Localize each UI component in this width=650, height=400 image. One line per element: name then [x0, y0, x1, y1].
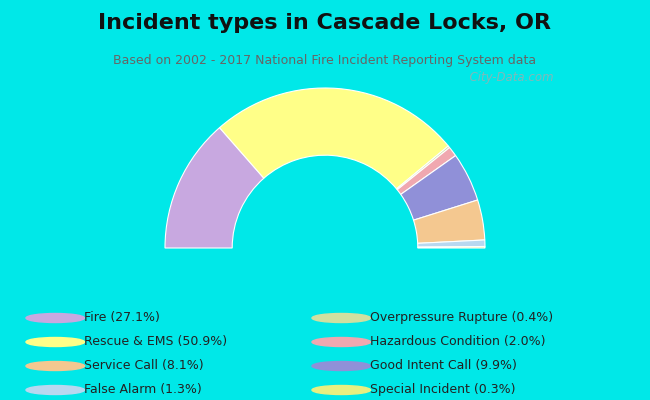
Circle shape — [26, 338, 84, 346]
Wedge shape — [396, 146, 450, 190]
Text: Overpressure Rupture (0.4%): Overpressure Rupture (0.4%) — [370, 312, 554, 324]
Circle shape — [312, 386, 370, 394]
Text: Rescue & EMS (50.9%): Rescue & EMS (50.9%) — [84, 336, 227, 348]
Circle shape — [312, 338, 370, 346]
Text: Good Intent Call (9.9%): Good Intent Call (9.9%) — [370, 360, 517, 372]
Circle shape — [312, 362, 370, 370]
Text: Service Call (8.1%): Service Call (8.1%) — [84, 360, 204, 372]
Wedge shape — [165, 128, 264, 248]
Text: Special Incident (0.3%): Special Incident (0.3%) — [370, 384, 516, 396]
Text: Hazardous Condition (2.0%): Hazardous Condition (2.0%) — [370, 336, 546, 348]
Wedge shape — [418, 246, 485, 248]
Wedge shape — [401, 156, 478, 220]
Wedge shape — [413, 200, 485, 243]
Text: Fire (27.1%): Fire (27.1%) — [84, 312, 161, 324]
Text: Based on 2002 - 2017 National Fire Incident Reporting System data: Based on 2002 - 2017 National Fire Incid… — [114, 54, 536, 67]
Circle shape — [312, 314, 370, 322]
Wedge shape — [397, 148, 456, 194]
Text: False Alarm (1.3%): False Alarm (1.3%) — [84, 384, 202, 396]
Circle shape — [26, 314, 84, 322]
Wedge shape — [220, 88, 448, 189]
Circle shape — [26, 362, 84, 370]
Text: Incident types in Cascade Locks, OR: Incident types in Cascade Locks, OR — [99, 13, 551, 33]
Text: City-Data.com: City-Data.com — [462, 71, 553, 84]
Wedge shape — [418, 240, 485, 247]
Circle shape — [26, 386, 84, 394]
